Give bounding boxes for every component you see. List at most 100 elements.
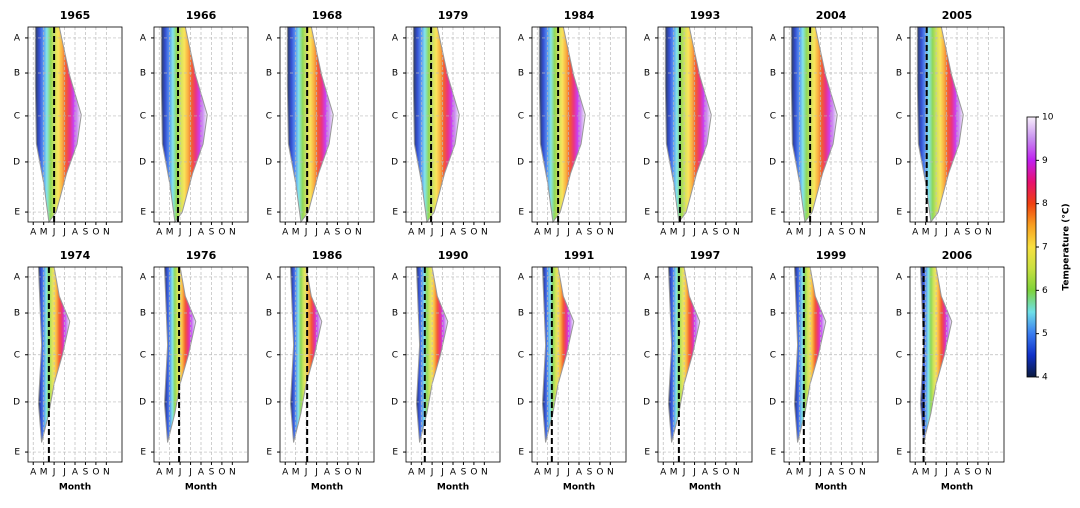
x-tick-label: A (30, 228, 37, 238)
x-tick-label: N (985, 228, 992, 238)
x-tick-label: J (944, 468, 948, 478)
x-tick-label: S (335, 228, 341, 238)
x-tick-label: N (859, 468, 866, 478)
y-tick-label: A (644, 33, 651, 43)
y-tick-label: B (518, 69, 524, 79)
panel-title: 1976 (186, 249, 217, 262)
y-tick-label: C (392, 111, 398, 121)
axes-frame (783, 266, 879, 463)
x-tick-label: M (796, 228, 804, 238)
y-tick-label: C (896, 111, 902, 121)
y-tick-label: E (14, 208, 20, 218)
x-axis-label: Month (437, 483, 469, 493)
y-tick-label: A (896, 272, 903, 282)
x-tick-label: A (450, 228, 457, 238)
x-axis-label: Month (941, 483, 973, 493)
x-tick-label: S (209, 468, 215, 478)
y-tick-label: B (644, 309, 650, 319)
y-tick-label: D (391, 157, 398, 167)
x-tick-label: J (188, 468, 192, 478)
x-tick-label: A (912, 228, 919, 238)
x-tick-label: A (660, 228, 667, 238)
x-tick-label: S (335, 468, 341, 478)
x-tick-label: O (470, 468, 477, 478)
x-tick-label: M (40, 228, 48, 238)
x-tick-label: O (596, 468, 603, 478)
x-tick-label: J (178, 468, 182, 478)
x-tick-label: J (556, 228, 560, 238)
y-tick-label: D (391, 397, 398, 407)
x-tick-label: M (670, 468, 678, 478)
x-tick-label: O (974, 468, 981, 478)
x-tick-label: A (912, 468, 919, 478)
x-tick-label: J (304, 468, 308, 478)
y-tick-label: B (896, 69, 902, 79)
x-tick-label: M (670, 228, 678, 238)
colorbar-tick-label: 7 (1042, 243, 1048, 253)
y-tick-label: A (266, 272, 273, 282)
temperature-field (160, 26, 208, 224)
y-tick-label: A (14, 272, 21, 282)
x-tick-label: N (481, 228, 488, 238)
x-axis-label: Month (815, 483, 847, 493)
x-tick-label: N (985, 468, 992, 478)
y-tick-label: D (769, 397, 776, 407)
x-tick-label: A (576, 228, 583, 238)
x-axis-label: Month (689, 483, 721, 493)
x-tick-label: J (692, 228, 696, 238)
x-axis-label: Month (563, 483, 595, 493)
y-tick-label: C (644, 350, 650, 360)
y-tick-label: D (895, 397, 902, 407)
x-tick-label: A (702, 228, 709, 238)
x-tick-label: A (282, 228, 289, 238)
x-tick-label: A (702, 468, 709, 478)
axes-frame (783, 26, 879, 223)
y-tick-label: D (643, 397, 650, 407)
x-tick-label: M (418, 228, 426, 238)
y-tick-label: E (644, 208, 650, 218)
x-tick-label: A (324, 468, 331, 478)
x-tick-label: O (218, 228, 225, 238)
y-tick-label: C (14, 111, 20, 121)
x-tick-label: M (544, 468, 552, 478)
panel-title: 1984 (564, 9, 595, 22)
x-tick-label: S (461, 468, 467, 478)
x-tick-label: A (954, 468, 961, 478)
x-tick-label: J (430, 468, 434, 478)
x-tick-label: S (83, 228, 89, 238)
x-tick-label: A (576, 468, 583, 478)
x-tick-label: S (83, 468, 89, 478)
x-tick-label: S (713, 228, 719, 238)
x-tick-label: J (808, 468, 812, 478)
y-tick-label: E (140, 208, 146, 218)
y-tick-label: E (896, 208, 902, 218)
y-tick-label: D (13, 157, 20, 167)
x-tick-label: A (534, 468, 541, 478)
colorbar-tick-label: 9 (1042, 156, 1048, 166)
x-tick-label: N (607, 228, 614, 238)
y-tick-label: B (392, 309, 398, 319)
y-tick-label: C (770, 350, 776, 360)
x-tick-label: O (344, 228, 351, 238)
x-tick-label: S (839, 468, 845, 478)
panel-title: 2004 (816, 9, 847, 22)
y-tick-label: B (392, 69, 398, 79)
axes-frame (27, 26, 123, 223)
axes-frame (531, 266, 627, 463)
x-tick-label: J (682, 468, 686, 478)
y-tick-label: B (266, 69, 272, 79)
y-tick-label: B (644, 69, 650, 79)
y-tick-label: C (140, 111, 146, 121)
y-tick-label: B (14, 309, 20, 319)
y-tick-label: A (14, 33, 21, 43)
x-tick-label: J (944, 228, 948, 238)
y-tick-label: C (896, 350, 902, 360)
axes-frame (405, 26, 501, 223)
x-tick-label: A (408, 228, 415, 238)
y-tick-label: A (266, 33, 273, 43)
y-tick-label: A (140, 33, 147, 43)
x-tick-label: N (733, 468, 740, 478)
x-tick-label: J (556, 468, 560, 478)
axes-frame (657, 266, 753, 463)
